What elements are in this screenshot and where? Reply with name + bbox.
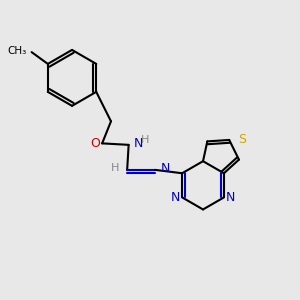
Text: S: S <box>238 134 246 146</box>
Text: N: N <box>134 137 143 151</box>
Text: N: N <box>160 162 170 175</box>
Text: N: N <box>226 191 235 204</box>
Text: N: N <box>171 191 180 204</box>
Text: H: H <box>111 164 120 173</box>
Text: H: H <box>141 135 149 146</box>
Text: O: O <box>91 137 100 150</box>
Text: CH₃: CH₃ <box>7 46 26 56</box>
